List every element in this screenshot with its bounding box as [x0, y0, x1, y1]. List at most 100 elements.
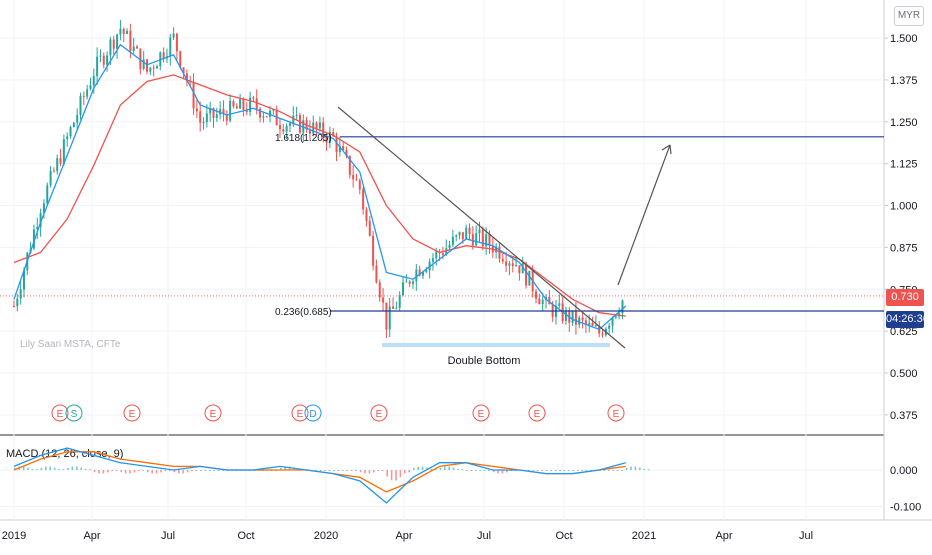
candle-body — [614, 316, 617, 318]
candle-body — [249, 97, 252, 113]
candle-body — [518, 265, 521, 274]
candle-body — [578, 317, 581, 325]
candle-body — [245, 109, 248, 113]
x-tick-label: Oct — [555, 530, 572, 542]
macd-histogram-bar — [107, 470, 109, 473]
earnings-marker — [291, 404, 309, 422]
candle-body — [574, 310, 577, 325]
macd-histogram-bar — [585, 470, 588, 471]
candle-body — [252, 97, 255, 99]
candle-body — [368, 220, 371, 236]
y-tick-label: 1.000 — [890, 201, 918, 213]
macd-histogram-bar — [457, 468, 459, 470]
macd-histogram-bar — [377, 470, 379, 472]
projection-arrow-line — [617, 144, 671, 286]
x-tick-label: Oct — [237, 530, 254, 542]
earnings-marker-label: E — [129, 409, 136, 420]
y-tick-label: 0.625 — [890, 326, 918, 338]
macd-histogram-bar — [421, 466, 424, 470]
earnings-marker — [370, 404, 388, 422]
currency-badge[interactable]: MYR — [894, 6, 924, 26]
candle-body — [461, 232, 464, 240]
candle-body — [49, 170, 52, 186]
candle-body — [52, 170, 55, 172]
candle-body — [325, 136, 328, 143]
macd-histogram-bar — [506, 470, 508, 473]
macd-histogram-bar — [386, 470, 388, 477]
candle-body — [601, 333, 604, 336]
candle-body — [59, 158, 62, 164]
macd-histogram-bar — [603, 470, 606, 471]
candle-body — [365, 209, 368, 221]
macd-histogram-bar — [426, 467, 428, 470]
macd-histogram-bar — [333, 470, 335, 471]
candle-body — [152, 67, 155, 69]
candle-body — [378, 282, 381, 298]
macd-histogram-bar — [142, 470, 144, 471]
candle-body — [202, 122, 205, 124]
candle-body — [335, 136, 338, 152]
candle-body — [318, 122, 321, 129]
candle-body — [56, 158, 59, 172]
macd-histogram-bar — [497, 470, 499, 474]
candle-body — [259, 108, 262, 118]
macd-histogram-bar — [479, 470, 481, 471]
x-tick-label: Apr — [83, 530, 100, 542]
candle-body — [209, 108, 212, 114]
candle-body — [13, 306, 15, 307]
macd-histogram-bar — [470, 470, 473, 471]
macd-histogram-bar — [45, 466, 47, 470]
candle-body — [501, 258, 504, 262]
macd-histogram-bar — [439, 467, 442, 470]
candle-body — [69, 127, 72, 137]
candle-body — [342, 145, 345, 151]
candle-body — [468, 227, 471, 235]
candle-body — [102, 55, 105, 65]
macd-histogram-bar — [417, 466, 419, 470]
candle-body — [525, 263, 528, 286]
candle-body — [149, 67, 152, 72]
macd-histogram-bar — [147, 470, 149, 473]
candle-body — [109, 39, 112, 56]
macd-histogram-bar — [568, 470, 570, 471]
candle-body — [485, 234, 488, 247]
candle-body — [558, 303, 561, 306]
macd-histogram-bar — [346, 470, 348, 471]
macd-histogram-bar — [155, 470, 158, 474]
macd-histogram-bar — [62, 469, 65, 471]
macd-histogram-bar — [532, 470, 535, 471]
fib-0236-label: 0.236(0.685) — [275, 307, 332, 318]
candle-body — [372, 235, 375, 266]
candle-body — [16, 298, 19, 307]
macd-histogram-bar — [182, 470, 184, 474]
macd-histogram-bar — [475, 470, 477, 471]
candle-body — [99, 55, 102, 57]
macd-histogram-bar — [319, 470, 322, 471]
macd-histogram-bar — [191, 470, 193, 472]
macd-histogram-bar — [621, 470, 623, 471]
macd-histogram-bar — [93, 470, 96, 473]
candle-body — [511, 263, 514, 267]
earnings-marker-label: E — [478, 409, 485, 420]
candle-body — [162, 52, 165, 59]
candle-body — [352, 175, 355, 180]
earnings-marker-label: E — [613, 409, 620, 420]
last-price-tag: 0.730 — [886, 289, 924, 306]
macd-histogram-bar — [169, 470, 171, 471]
macd-histogram-bar — [337, 470, 340, 471]
candle-body — [495, 246, 498, 253]
macd-histogram-bar — [129, 470, 131, 474]
macd-histogram-bar — [209, 470, 211, 471]
macd-histogram-bar — [381, 470, 384, 471]
y-tick-label: 1.250 — [890, 117, 918, 129]
candle-body — [119, 28, 122, 35]
macd-histogram-bar — [186, 470, 189, 473]
macd-histogram-bar — [373, 470, 375, 473]
macd-histogram-bar — [204, 470, 207, 471]
candle-body — [348, 155, 351, 176]
candle-body — [581, 317, 584, 321]
earnings-marker-label: E — [210, 409, 217, 420]
macd-histogram-bar — [630, 466, 632, 470]
